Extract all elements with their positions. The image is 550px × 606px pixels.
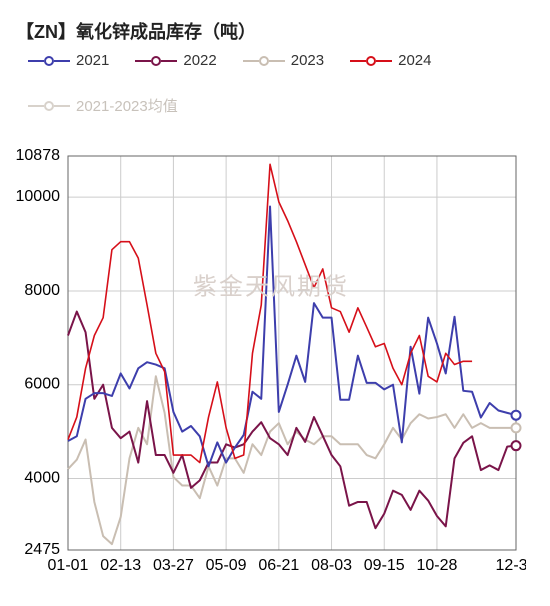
series-end-marker-2023 xyxy=(512,423,521,432)
svg-text:10878: 10878 xyxy=(16,147,60,164)
svg-text:2475: 2475 xyxy=(24,541,60,558)
svg-text:03-27: 03-27 xyxy=(153,557,194,574)
legend: 2021 2022 2023 2024 2021-2023均值 xyxy=(16,52,534,116)
svg-text:4000: 4000 xyxy=(24,469,60,486)
legend-marker-icon xyxy=(366,56,376,66)
svg-text:06-21: 06-21 xyxy=(258,557,299,574)
legend-marker-icon xyxy=(259,56,269,66)
series-end-marker-2021 xyxy=(512,411,521,420)
chart-area: 紫金天风期货 2475400060008000100001087801-0102… xyxy=(16,128,526,588)
svg-text:01-01: 01-01 xyxy=(48,557,89,574)
legend-label: 2023 xyxy=(291,52,324,69)
svg-text:08-03: 08-03 xyxy=(311,557,352,574)
svg-text:6000: 6000 xyxy=(24,376,60,393)
svg-text:09-15: 09-15 xyxy=(364,557,405,574)
legend-item-2021-2023均值[interactable]: 2021-2023均值 xyxy=(28,95,178,116)
legend-marker-icon xyxy=(151,56,161,66)
svg-text:02-13: 02-13 xyxy=(100,557,141,574)
series-2023 xyxy=(68,376,516,544)
legend-item-2024[interactable]: 2024 xyxy=(350,52,431,69)
legend-label: 2022 xyxy=(183,52,216,69)
svg-text:10-28: 10-28 xyxy=(416,557,457,574)
legend-item-2022[interactable]: 2022 xyxy=(135,52,216,69)
line-chart: 2475 4000 6000 8000 10000 10878 01-01 02-13 03-2… xyxy=(16,128,526,588)
svg-text:12-31: 12-31 xyxy=(496,557,526,574)
series-end-marker-2022 xyxy=(512,441,521,450)
svg-text:05-09: 05-09 xyxy=(206,557,247,574)
legend-marker-icon xyxy=(44,101,54,111)
series-2021 xyxy=(68,207,516,467)
legend-item-2023[interactable]: 2023 xyxy=(243,52,324,69)
svg-text:10000: 10000 xyxy=(16,188,60,205)
legend-item-2021[interactable]: 2021 xyxy=(28,52,109,69)
chart-title: 【ZN】氧化锌成品库存（吨） xyxy=(16,18,534,44)
legend-label: 2024 xyxy=(398,52,431,69)
legend-marker-icon xyxy=(44,56,54,66)
legend-label: 2021 xyxy=(76,52,109,69)
legend-label: 2021-2023均值 xyxy=(76,95,178,116)
svg-text:8000: 8000 xyxy=(24,282,60,299)
